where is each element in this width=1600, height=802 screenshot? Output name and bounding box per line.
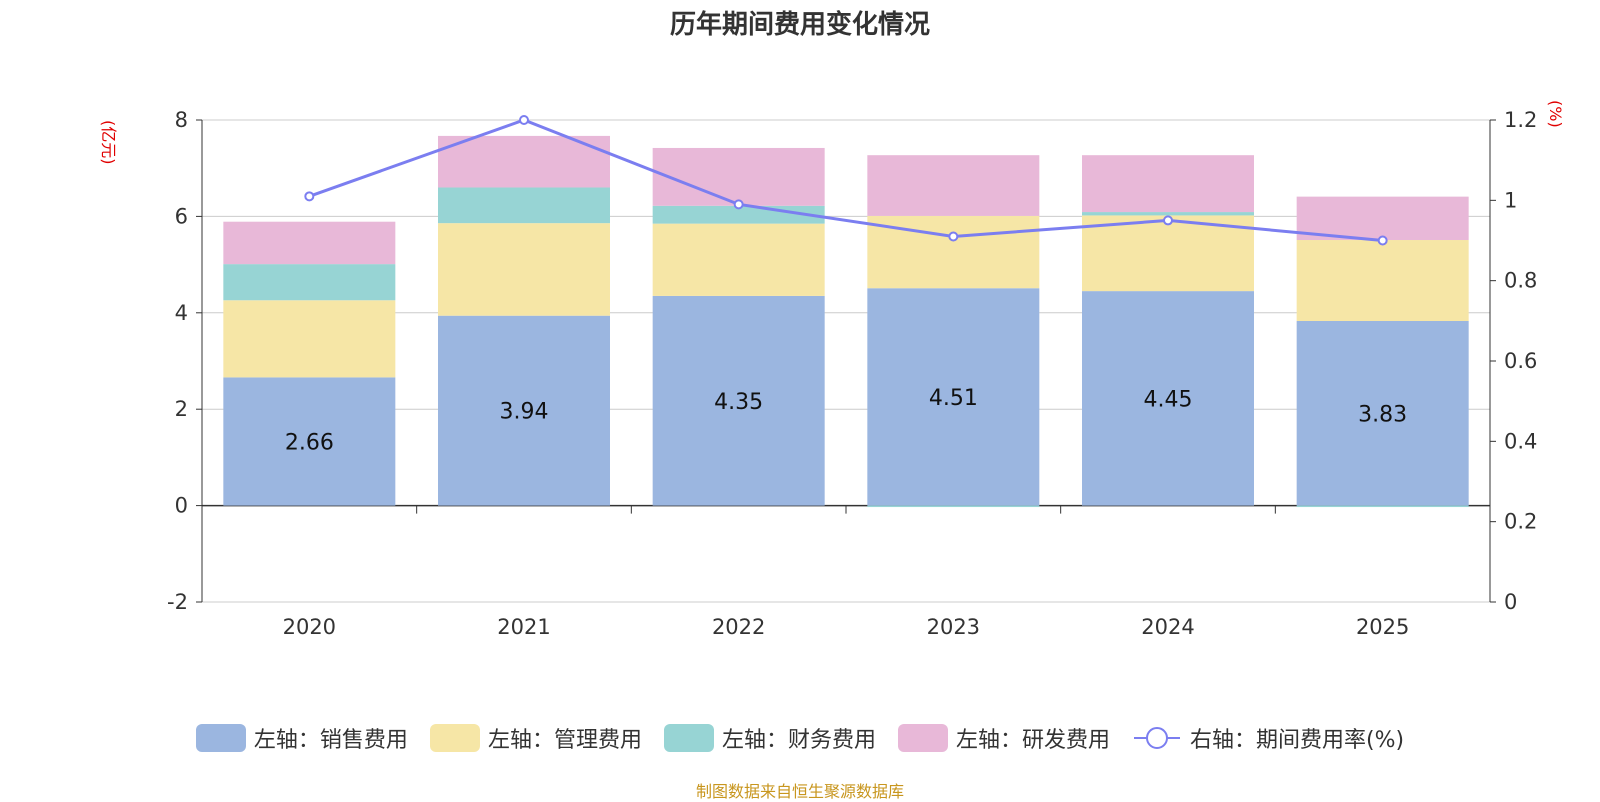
bar-segment-rnd-2025 bbox=[1296, 196, 1469, 241]
legend-label-expense-rate: 右轴：期间费用率(%) bbox=[1189, 728, 1405, 753]
expense-rate-point bbox=[304, 191, 315, 202]
bar-segment-sales-2025 bbox=[1296, 320, 1469, 506]
bar-segment-rnd-2021 bbox=[438, 135, 610, 188]
bar-segment-sales-2021 bbox=[438, 315, 610, 506]
x-axis-tick-label: 2020 bbox=[283, 615, 336, 639]
legend-label-admin: 左轴：管理费用 bbox=[487, 728, 642, 753]
data-label: 3.94 bbox=[500, 400, 549, 425]
bar-segment-finance-2020 bbox=[223, 264, 396, 301]
legend-swatch-finance bbox=[663, 724, 714, 752]
right-axis-tick-label: 0.2 bbox=[1504, 510, 1537, 534]
bar-segment-rnd-2020 bbox=[223, 221, 396, 265]
legend-swatch-sales bbox=[195, 724, 246, 752]
legend-item-sales[interactable]: 左轴：销售费用 bbox=[195, 722, 408, 754]
legend-swatch-admin bbox=[429, 724, 480, 752]
expense-rate-point bbox=[519, 115, 529, 125]
legend-item-finance[interactable]: 左轴：财务费用 bbox=[663, 722, 876, 754]
bar-segment-sales-2024 bbox=[1082, 291, 1254, 506]
x-axis-tick-label: 2023 bbox=[927, 615, 980, 639]
legend-line-marker-icon bbox=[1133, 727, 1180, 749]
right-axis-tick-label: 0.4 bbox=[1504, 429, 1537, 453]
expense-rate-point bbox=[1377, 235, 1388, 246]
bar-segment-rnd-2023 bbox=[867, 155, 1040, 216]
bar-segment-sales-2020 bbox=[223, 377, 396, 506]
bar-segment-finance-2025 bbox=[1296, 505, 1469, 508]
data-label: 4.45 bbox=[1144, 387, 1193, 412]
bar-segment-finance-2024 bbox=[1082, 212, 1254, 216]
legend-label-sales: 左轴：销售费用 bbox=[253, 728, 408, 753]
bar-segment-sales-2023 bbox=[867, 288, 1040, 506]
left-axis-tick-label: 8 bbox=[175, 108, 188, 132]
legend: 左轴：销售费用 左轴：管理费用 左轴：财务费用 左轴：研发费用 右轴：期间费用率… bbox=[0, 722, 1600, 754]
bar-segment-admin-2025 bbox=[1296, 240, 1469, 321]
x-axis-tick-label: 2025 bbox=[1356, 615, 1409, 639]
legend-label-rnd: 左轴：研发费用 bbox=[955, 728, 1110, 753]
bar-segment-finance-2021 bbox=[438, 187, 610, 224]
right-axis-tick-label: 1 bbox=[1504, 188, 1517, 212]
x-axis-tick-label: 2022 bbox=[712, 615, 765, 639]
right-axis-tick-label: 0 bbox=[1504, 590, 1517, 614]
bar-segment-finance-2023 bbox=[867, 505, 1040, 508]
bar-segment-admin-2024 bbox=[1082, 215, 1254, 292]
x-axis-tick-label: 2021 bbox=[497, 615, 550, 639]
right-axis-tick-label: 0.8 bbox=[1504, 269, 1537, 293]
bar-segment-admin-2022 bbox=[652, 223, 825, 296]
chart-title: 历年期间费用变化情况 bbox=[669, 10, 930, 40]
bar-segment-admin-2020 bbox=[223, 300, 396, 378]
left-axis-tick-label: 0 bbox=[175, 494, 188, 518]
data-source-note: 制图数据来自恒生聚源数据库 bbox=[695, 782, 904, 801]
left-axis-tick-label: 4 bbox=[175, 301, 188, 325]
left-axis-tick-label: -2 bbox=[167, 590, 188, 614]
expense-rate-point bbox=[1163, 215, 1173, 226]
legend-item-rnd[interactable]: 左轴：研发费用 bbox=[897, 722, 1110, 754]
right-axis-tick-label: 0.6 bbox=[1504, 349, 1537, 373]
legend-item-admin[interactable]: 左轴：管理费用 bbox=[429, 722, 642, 754]
data-label: 2.66 bbox=[285, 430, 334, 455]
legend-swatch-rnd bbox=[897, 724, 948, 752]
legend-item-expense-rate[interactable]: 右轴：期间费用率(%) bbox=[1132, 722, 1404, 754]
data-label: 4.51 bbox=[929, 386, 978, 411]
data-label: 4.35 bbox=[714, 390, 763, 415]
legend-label-finance: 左轴：财务费用 bbox=[721, 728, 876, 753]
bar-segment-rnd-2022 bbox=[652, 147, 825, 206]
data-label: 3.83 bbox=[1358, 402, 1407, 427]
bar-segment-admin-2021 bbox=[438, 223, 610, 316]
expense-rate-line bbox=[308, 118, 1383, 242]
x-axis-tick-label: 2024 bbox=[1141, 615, 1194, 639]
expense-rate-point bbox=[948, 231, 959, 242]
bar-segment-rnd-2024 bbox=[1082, 155, 1254, 213]
right-axis-tick-label: 1.2 bbox=[1504, 108, 1537, 132]
left-axis-tick-label: 6 bbox=[175, 204, 188, 228]
left-axis-tick-label: 2 bbox=[175, 397, 188, 421]
expense-rate-point bbox=[733, 199, 744, 210]
chart-plot: -2 0 2 4 6 8 0 0.2 0.4 0.6 0.8 1 1.2 2.66 2020 3.94 2021… bbox=[167, 108, 1537, 639]
bar-segment-sales-2022 bbox=[652, 295, 825, 506]
